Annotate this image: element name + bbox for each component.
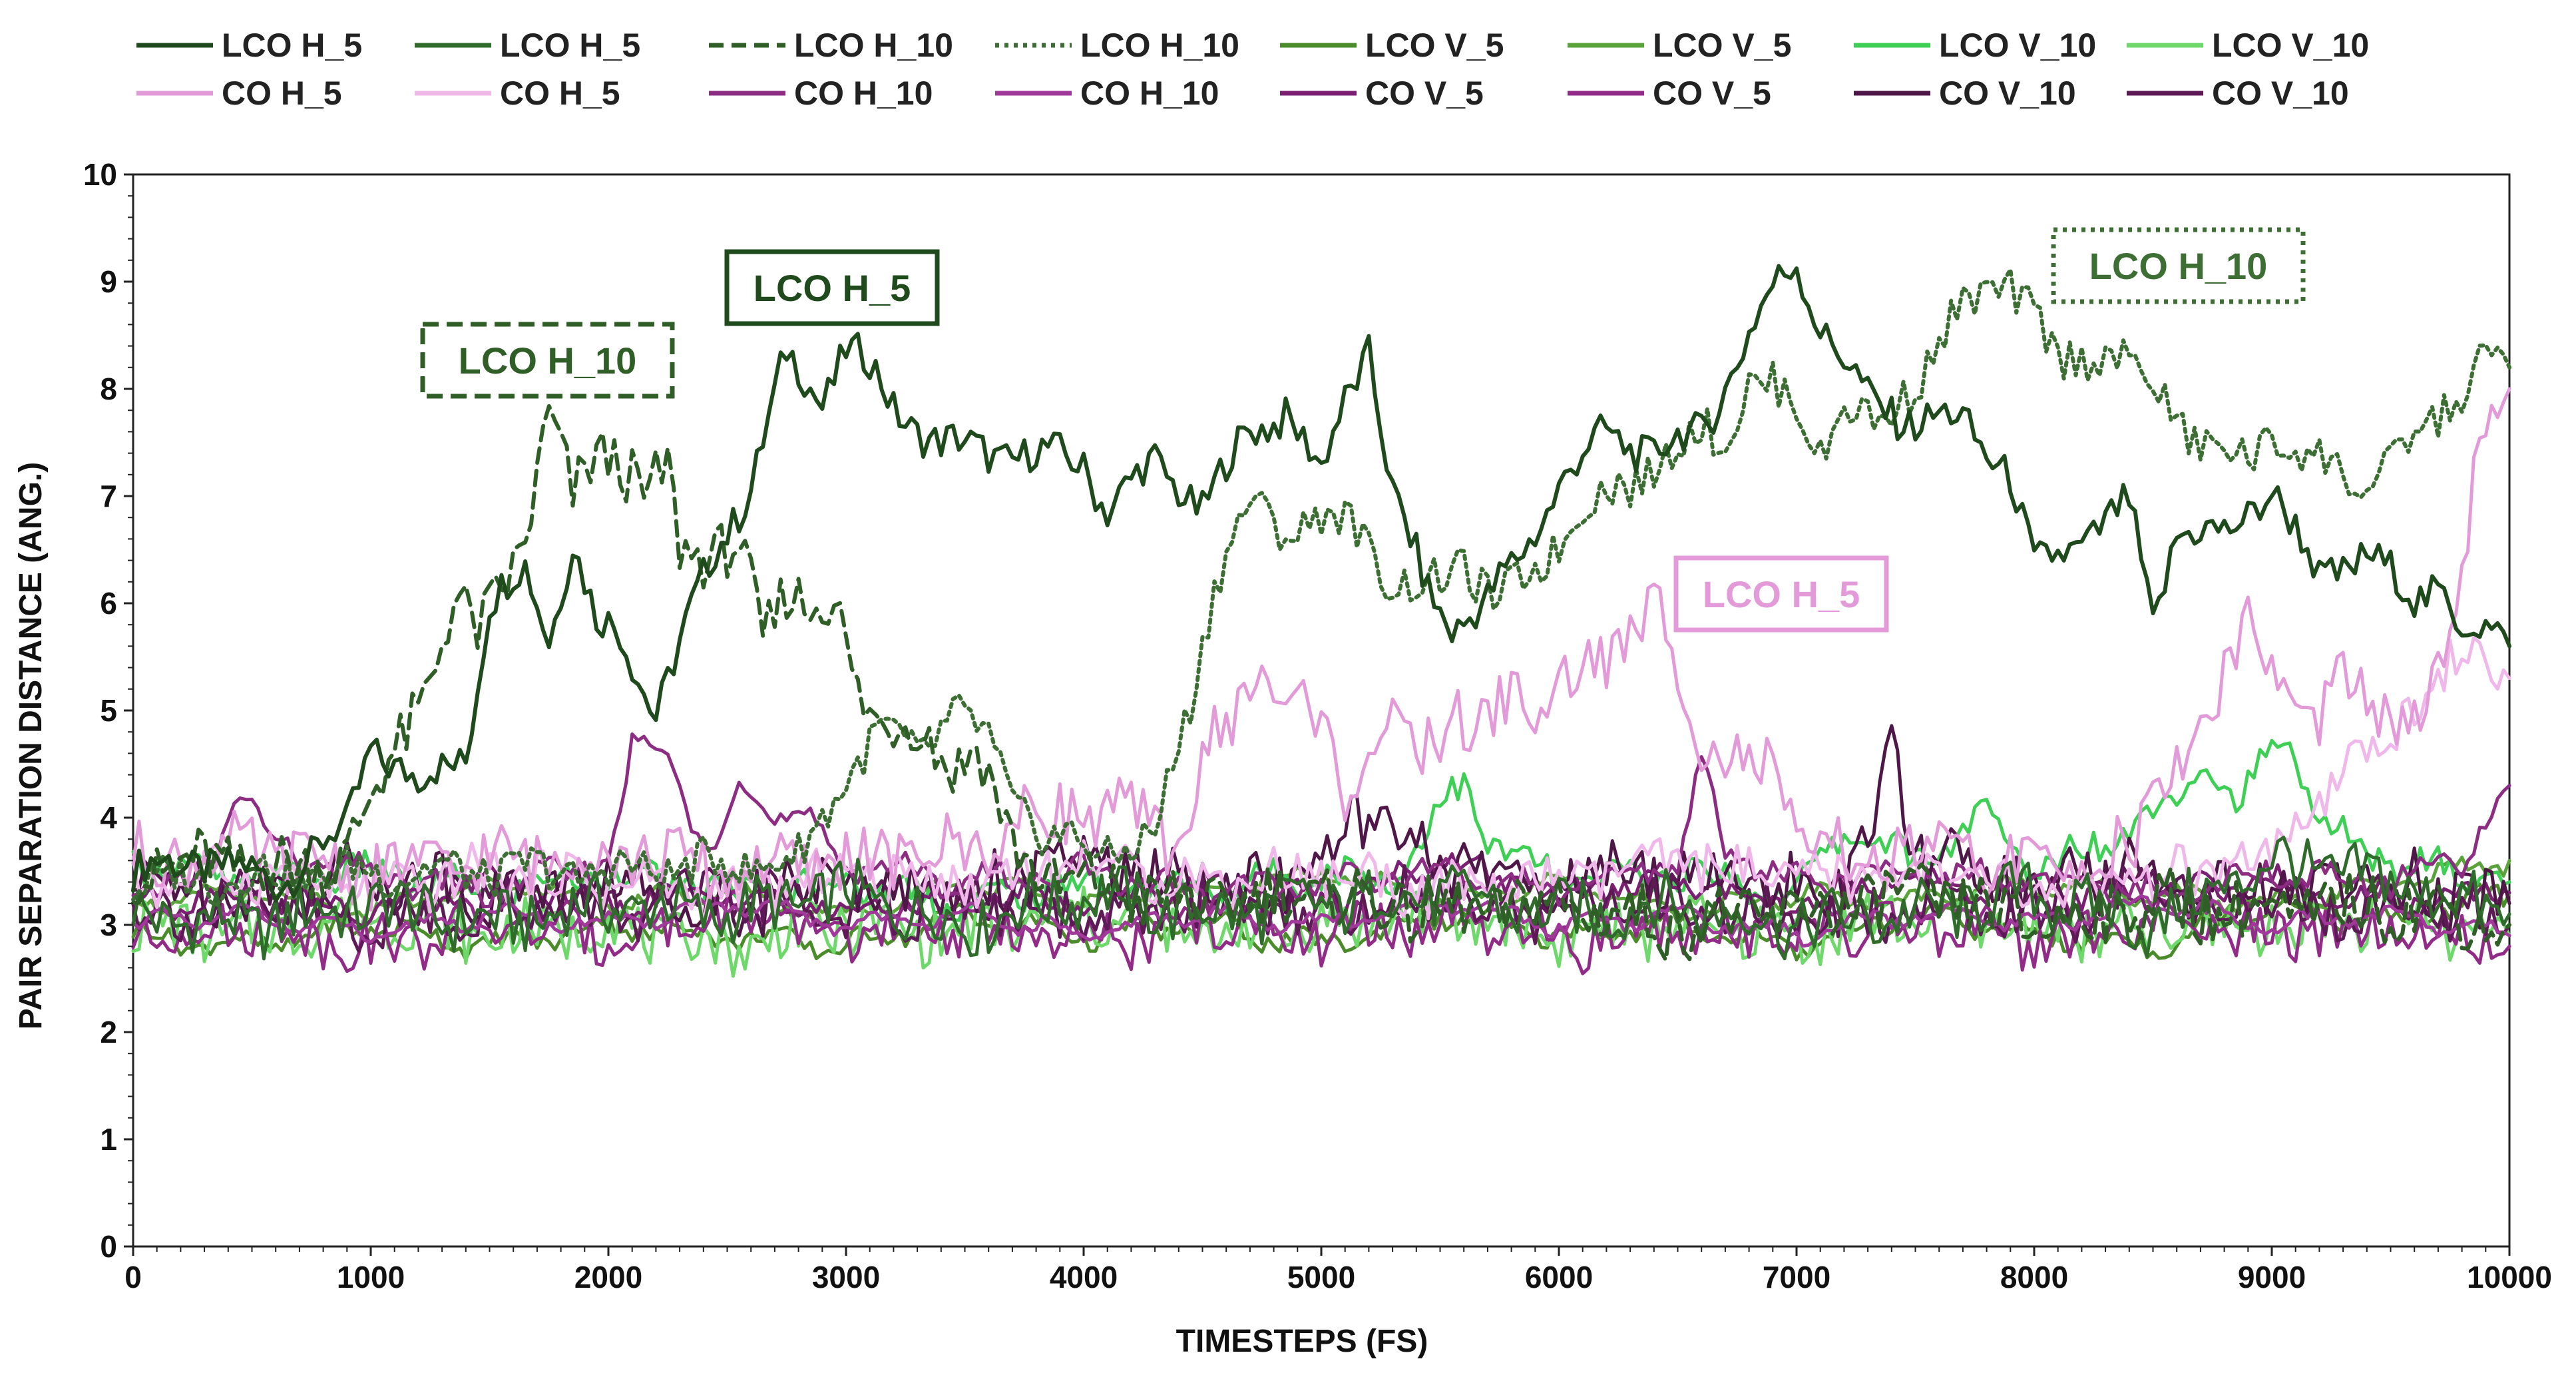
annotation-label: LCO H_10 [2089, 245, 2268, 287]
y-tick-label: 6 [100, 586, 117, 621]
x-tick-label: 8000 [2000, 1260, 2068, 1294]
legend: LCO H_5 LCO H_5 LCO H_10 LCO H_10 LCO V_5 LCO… [136, 27, 2369, 112]
series-layer [131, 264, 2511, 978]
y-tick-label: 10 [83, 157, 117, 192]
x-tick-label: 4000 [1050, 1260, 1118, 1294]
legend-label: CO V_5 [1365, 75, 1484, 112]
annotation-box [420, 322, 675, 399]
legend-label: CO H_10 [1080, 75, 1219, 112]
legend-label: LCO H_10 [794, 27, 953, 64]
annotation-label: LCO H_10 [459, 340, 637, 382]
legend-label: LCO V_10 [2212, 27, 2369, 64]
x-tick-label: 1000 [337, 1260, 405, 1294]
y-tick-label: 2 [100, 1015, 117, 1049]
legend-label: LCO V_5 [1653, 27, 1791, 64]
y-tick-label: 1 [100, 1122, 117, 1157]
legend-label: CO H_10 [794, 75, 933, 112]
x-tick-label: 0 [124, 1260, 142, 1294]
y-tick-label: 9 [100, 264, 117, 299]
series-line-lco-h-5 [131, 836, 2511, 961]
legend-label: LCO V_10 [1939, 27, 2096, 64]
series-line-lco-h-10 [131, 267, 2511, 908]
y-tick-label: 3 [100, 908, 117, 942]
annotations: LCO H_10 LCO H_5 LCO H_10 LCO H_5 [420, 227, 2306, 633]
series-line-co-h-5 [131, 387, 2511, 912]
legend-label: CO V_5 [1653, 75, 1771, 112]
axis-ticks: 0 1 2 3 4 5 6 7 8 9 10 0 1000 2000 3000 4000 5000 6000 700… [83, 157, 2552, 1294]
y-tick-label: 4 [100, 800, 117, 835]
annotation-box [1673, 555, 1889, 633]
legend-label: LCO H_10 [1080, 27, 1239, 64]
x-tick-label: 9000 [2238, 1260, 2306, 1294]
y-tick-label: 8 [100, 372, 117, 406]
x-tick-label: 2000 [574, 1260, 642, 1294]
legend-label: LCO V_5 [1365, 27, 1504, 64]
y-tick-label: 7 [100, 479, 117, 513]
y-tick-label: 0 [100, 1229, 117, 1264]
x-tick-label: 6000 [1525, 1260, 1593, 1294]
annotation-box [724, 249, 940, 326]
legend-label: CO V_10 [2212, 75, 2349, 112]
y-axis-title: PAIR SEPARATION DISTANCE (ANG.) [13, 462, 49, 1029]
legend-label: CO H_5 [222, 75, 342, 112]
x-tick-label: 7000 [1763, 1260, 1830, 1294]
x-tick-label: 3000 [812, 1260, 880, 1294]
series-line-lco-h-5 [131, 264, 2511, 903]
x-tick-label: 10000 [2467, 1260, 2552, 1294]
y-tick-label: 5 [100, 693, 117, 728]
legend-label: CO H_5 [500, 75, 620, 112]
legend-label: LCO H_5 [500, 27, 640, 64]
x-tick-label: 5000 [1287, 1260, 1355, 1294]
legend-label: CO V_10 [1939, 75, 2076, 112]
annotation-label: LCO H_5 [753, 267, 911, 309]
legend-label: LCO H_5 [222, 27, 362, 64]
x-axis-title: TIMESTEPS (FS) [1176, 1324, 1428, 1359]
annotation-label: LCO H_5 [1703, 573, 1860, 615]
series-line-lco-h-10 [131, 404, 2511, 963]
annotation-box [2051, 227, 2306, 304]
